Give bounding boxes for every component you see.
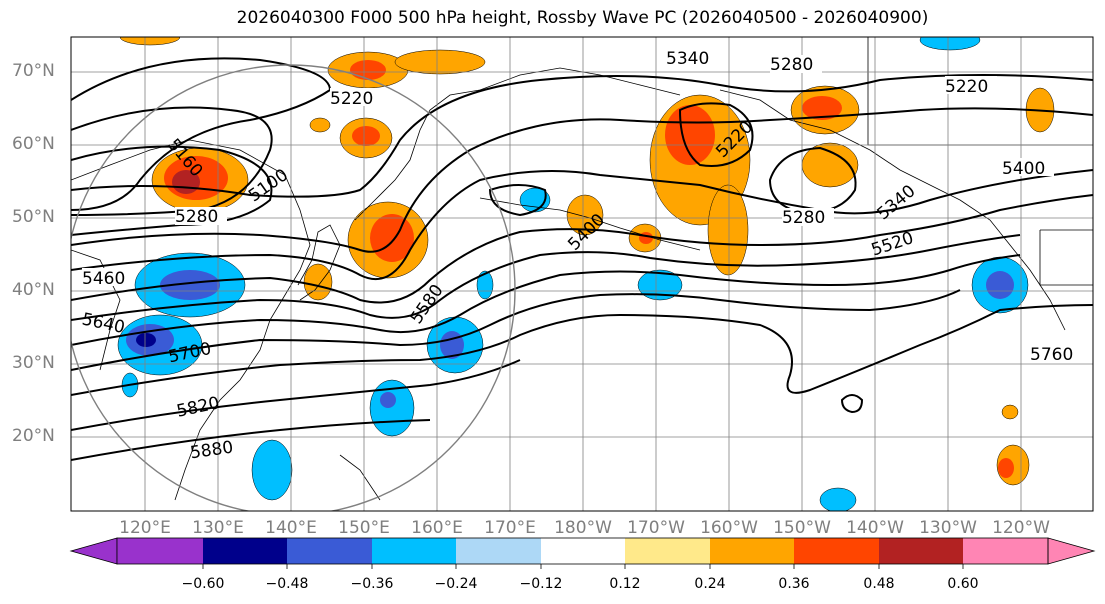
map-title: 2026040300 F000 500 hPa height, Rossby W… bbox=[236, 8, 929, 28]
lon-label: 140°E bbox=[265, 518, 317, 538]
colorbar-segment bbox=[203, 538, 287, 564]
colorbar-segment bbox=[625, 538, 710, 564]
colorbar-segment bbox=[117, 538, 203, 564]
lat-label: 20°N bbox=[12, 426, 55, 446]
colorbar-segment bbox=[456, 538, 541, 564]
lat-label: 30°N bbox=[12, 353, 55, 373]
colorbar-segment bbox=[879, 538, 963, 564]
lat-label: 40°N bbox=[12, 280, 55, 300]
height-contours bbox=[71, 57, 1093, 461]
colorbar-tick-label: −0.60 bbox=[181, 576, 225, 592]
lon-label: 170°E bbox=[484, 518, 536, 538]
strong-negative-anomaly-shading bbox=[126, 270, 1014, 408]
colorbar-segment bbox=[287, 538, 372, 564]
contour-label: 5400 bbox=[1002, 159, 1045, 179]
colorbar-tick-label: 0.12 bbox=[609, 576, 641, 592]
map-frame bbox=[70, 36, 1094, 512]
contour-label: 5280 bbox=[175, 207, 218, 227]
lon-label: 130°E bbox=[192, 518, 244, 538]
colorbar-tick-label: 0.48 bbox=[863, 576, 895, 592]
lon-label: 180°W bbox=[554, 518, 612, 538]
colorbar-tick-label: 0.60 bbox=[947, 576, 979, 592]
colorbar-tick-label: 0.24 bbox=[694, 576, 726, 592]
colorbar-segment bbox=[794, 538, 879, 564]
colorbar-tick-label: −0.24 bbox=[434, 576, 478, 592]
contour-label: 5760 bbox=[1030, 345, 1073, 365]
colorbar-tick-label: −0.36 bbox=[350, 576, 394, 592]
colorbar-tick-label: −0.12 bbox=[519, 576, 563, 592]
lat-label: 70°N bbox=[12, 61, 55, 81]
lon-label: 160°W bbox=[700, 518, 758, 538]
contour-label: 5280 bbox=[770, 55, 813, 75]
contour-label: 5340 bbox=[666, 49, 709, 69]
lon-label: 150°W bbox=[773, 518, 831, 538]
colorbar-segment bbox=[963, 538, 1048, 564]
contour-label: 5220 bbox=[330, 89, 373, 109]
colorbar-extend-left bbox=[69, 537, 118, 565]
graticule bbox=[71, 37, 1093, 511]
colorbar-tick-label: −0.48 bbox=[265, 576, 309, 592]
lon-label: 170°W bbox=[627, 518, 685, 538]
colorbar-outline bbox=[116, 537, 1049, 565]
lon-label: 160°E bbox=[411, 518, 463, 538]
lon-label: 130°W bbox=[919, 518, 977, 538]
lat-label: 50°N bbox=[12, 207, 55, 227]
colorbar-segment bbox=[372, 538, 456, 564]
range-circle bbox=[71, 64, 516, 511]
lon-label: 140°W bbox=[846, 518, 904, 538]
colorbar bbox=[69, 537, 1096, 569]
colorbar-tick-label: 0.36 bbox=[778, 576, 810, 592]
contour-label: 5280 bbox=[782, 208, 825, 228]
colorbar-extend-right bbox=[1047, 537, 1096, 565]
lat-label: 60°N bbox=[12, 134, 55, 154]
colorbar-segment bbox=[541, 538, 625, 564]
very-strong-negative-anomaly-shading bbox=[136, 333, 156, 347]
lon-label: 120°E bbox=[119, 518, 171, 538]
colorbar-segment bbox=[710, 538, 794, 564]
lon-label: 150°E bbox=[338, 518, 390, 538]
contour-label: 5460 bbox=[82, 269, 125, 289]
lon-label: 120°W bbox=[992, 518, 1050, 538]
contour-label: 5220 bbox=[945, 77, 988, 97]
